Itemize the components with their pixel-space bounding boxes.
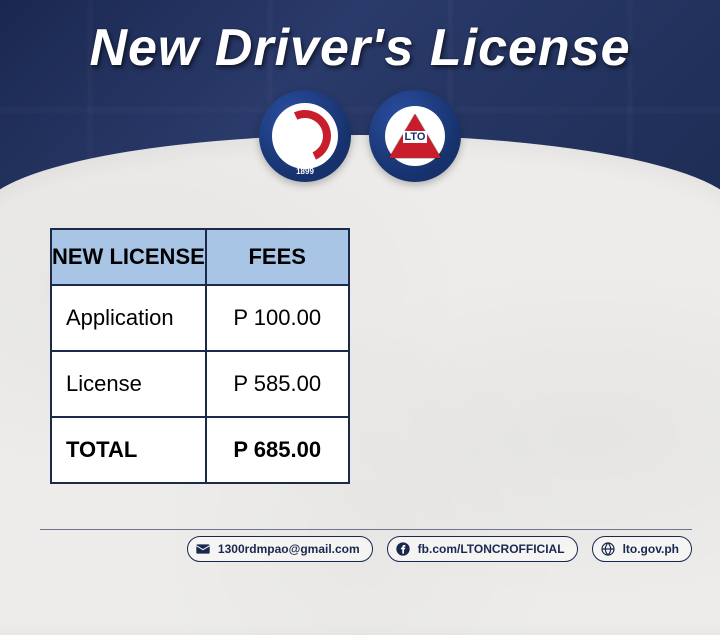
facebook-icon — [394, 540, 412, 558]
logo-row: 1899 LTO NCR WEST — [0, 90, 720, 182]
lto-logo-abbr: LTO — [403, 131, 428, 143]
cell-item: License — [51, 351, 206, 417]
lto-logo: LTO NCR WEST — [369, 90, 461, 182]
col-header-fee: FEES — [206, 229, 349, 285]
dot-logo-year: 1899 — [296, 167, 314, 176]
cell-item: Application — [51, 285, 206, 351]
cell-fee-total: P 685.00 — [206, 417, 349, 483]
footer-contacts: 1300rdmpao@gmail.com fb.com/LTONCROFFICI… — [187, 536, 692, 562]
footer-divider — [40, 529, 692, 530]
cell-fee: P 585.00 — [206, 351, 349, 417]
contact-facebook: fb.com/LTONCROFFICIAL — [387, 536, 578, 562]
contact-email-text: 1300rdmpao@gmail.com — [218, 542, 360, 556]
table-row-total: TOTAL P 685.00 — [51, 417, 349, 483]
table-row: License P 585.00 — [51, 351, 349, 417]
contact-website-text: lto.gov.ph — [623, 542, 679, 556]
fees-table: NEW LICENSE FEES Application P 100.00 Li… — [50, 228, 350, 484]
lto-logo-region: NCR WEST — [402, 143, 429, 149]
mail-icon — [194, 540, 212, 558]
cell-fee: P 100.00 — [206, 285, 349, 351]
contact-facebook-text: fb.com/LTONCROFFICIAL — [418, 542, 565, 556]
page-title: New Driver's License — [0, 18, 720, 78]
dot-logo: 1899 — [259, 90, 351, 182]
table-row: Application P 100.00 — [51, 285, 349, 351]
contact-email: 1300rdmpao@gmail.com — [187, 536, 373, 562]
cell-item-total: TOTAL — [51, 417, 206, 483]
col-header-item: NEW LICENSE — [51, 229, 206, 285]
contact-website: lto.gov.ph — [592, 536, 692, 562]
table-header-row: NEW LICENSE FEES — [51, 229, 349, 285]
globe-icon — [599, 540, 617, 558]
